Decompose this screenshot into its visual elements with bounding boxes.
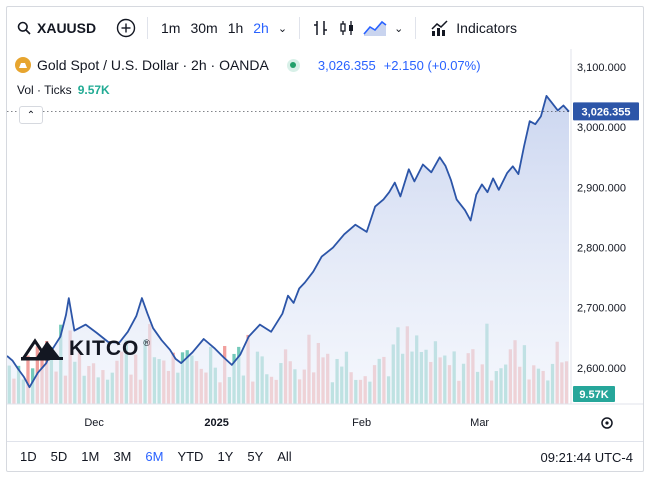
last-price-label: 3,026.355 — [582, 106, 631, 118]
axis-settings-gear-icon — [601, 417, 613, 429]
indicators-icon — [431, 20, 448, 36]
toolbar: XAUUSD 1m 30m 1h 2h ⌄ ⌄ Indicators — [7, 7, 643, 49]
interval-chevron-down-icon[interactable]: ⌄ — [277, 22, 288, 35]
range-1m[interactable]: 1M — [81, 449, 100, 464]
legend-collapse-button[interactable]: ⌃ — [19, 106, 43, 124]
legend-main: Gold Spot / U.S. Dollar · 2h · OANDA 3,0… — [15, 57, 481, 73]
y-tick-label: 2,800.000 — [577, 243, 626, 255]
interval-1h[interactable]: 1h — [227, 20, 244, 36]
area-style-icon[interactable] — [360, 15, 390, 41]
range-ytd[interactable]: YTD — [177, 449, 204, 464]
y-tick-label: 2,700.000 — [577, 303, 626, 315]
chevron-up-icon: ⌃ — [26, 109, 36, 121]
y-tick-label: 3,100.000 — [577, 62, 626, 74]
legend-price: 3,026.355 — [317, 57, 376, 73]
volume-badge-label: 9.57K — [579, 389, 608, 401]
clock-readout: 09:21:44 UTC-4 — [540, 450, 634, 465]
range-1y[interactable]: 1Y — [217, 449, 234, 464]
range-6m[interactable]: 6M — [145, 449, 164, 464]
indicators-button[interactable]: Indicators — [430, 19, 517, 37]
bar-chart-style-icon[interactable] — [308, 15, 334, 41]
legend-title: Gold Spot / U.S. Dollar · 2h · OANDA — [37, 57, 269, 73]
volume-badge — [573, 386, 615, 402]
range-5d[interactable]: 5D — [50, 449, 68, 464]
range-5y[interactable]: 5Y — [247, 449, 264, 464]
toolbar-divider — [147, 17, 148, 39]
candles-style-icon[interactable] — [334, 15, 360, 41]
toolbar-divider — [299, 17, 301, 39]
interval-30m[interactable]: 30m — [190, 20, 218, 36]
range-1d[interactable]: 1D — [20, 449, 37, 464]
price-line — [7, 95, 570, 389]
y-tick-label: 2,600.000 — [577, 363, 626, 375]
x-tick-label: Feb — [352, 417, 371, 429]
last-price-badge — [573, 102, 639, 121]
symbol-search[interactable]: XAUUSD — [17, 20, 113, 36]
interval-1m[interactable]: 1m — [161, 20, 181, 36]
legend-change: +2.150 (+0.07%) — [383, 57, 481, 73]
kitco-watermark: KITCO ® — [21, 337, 150, 361]
x-tick-label: Mar — [470, 417, 489, 429]
x-tick-label: Dec — [84, 417, 104, 429]
vol-label: Vol · Ticks — [17, 83, 72, 97]
toolbar-divider — [415, 17, 417, 39]
chart-frame: XAUUSD 1m 30m 1h 2h ⌄ ⌄ Indicators — [6, 6, 644, 472]
compare-add-button[interactable] — [113, 15, 139, 41]
watermark-text: KITCO — [69, 337, 140, 360]
indicators-label: Indicators — [456, 20, 517, 36]
y-tick-label: 3,000.000 — [577, 122, 626, 134]
volume-bar — [26, 355, 30, 404]
price-chart[interactable]: 2,600.000 2,700.000 2,800.000 2,900.000 3,00… — [7, 49, 643, 439]
market-open-icon — [286, 58, 300, 72]
search-icon — [17, 21, 31, 35]
gold-coin-icon — [15, 57, 31, 73]
plus-circle-icon — [116, 18, 136, 38]
interval-2h[interactable]: 2h — [253, 20, 269, 36]
x-tick-label: 2025 — [204, 417, 228, 429]
symbol-label: XAUUSD — [37, 20, 97, 36]
range-all[interactable]: All — [277, 449, 292, 464]
range-3m[interactable]: 3M — [113, 449, 132, 464]
y-tick-label: 2,900.000 — [577, 182, 626, 194]
legend-volume: Vol · Ticks 9.57K — [17, 83, 110, 97]
style-chevron-down-icon[interactable]: ⌄ — [394, 22, 404, 35]
range-bar: 1D 5D 1M 3M 6M YTD 1Y 5Y All 09:21:44 UT… — [7, 441, 643, 471]
price-area-fill — [7, 95, 569, 405]
vol-value: 9.57K — [77, 83, 110, 97]
kitco-logo-icon — [21, 338, 63, 361]
